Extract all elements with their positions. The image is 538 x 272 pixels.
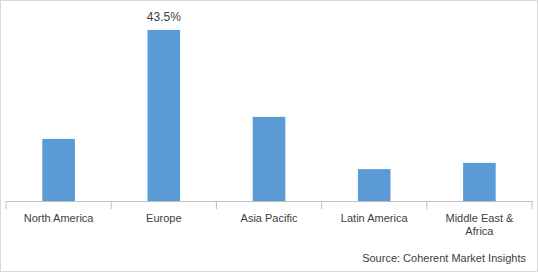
bar [147,30,180,201]
x-axis: North America Europe Asia Pacific Latin Ame… [7,201,533,237]
category-divider [111,201,112,209]
x-tick-label: North America [24,212,95,224]
category-divider [321,201,322,209]
category-divider [216,201,217,209]
x-tick: Europe [146,201,181,224]
data-label: 43.5% [147,10,181,24]
chart-frame [1,1,538,272]
category-divider [532,201,533,209]
x-tick-label: Europe [146,212,181,224]
bar [253,117,286,201]
source-note: Source: Coherent Market Insights [362,252,526,264]
category-divider [426,201,427,209]
bars [42,30,495,201]
x-tick-label: Asia Pacific [241,212,298,224]
x-tick: North America [24,201,95,224]
x-tick-label: Latin America [341,212,409,224]
x-tick: Asia Pacific [241,201,298,224]
x-tick: Middle East &Africa [445,201,514,237]
x-tick: Latin America [341,201,409,224]
category-divider [6,201,7,209]
chart-svg: North America Europe Asia Pacific Latin Ame… [0,0,538,272]
bar [463,163,496,201]
bar [358,169,391,201]
category-dividers [6,201,532,209]
bar [42,139,75,201]
x-tick-label-line: Middle East & [445,212,514,224]
x-tick-label: Middle East &Africa [445,212,514,237]
data-labels: 43.5% [147,10,181,24]
chart-container: North America Europe Asia Pacific Latin Ame… [0,0,538,272]
x-tick-label-line: Africa [465,225,494,237]
x-axis-line [7,201,533,202]
